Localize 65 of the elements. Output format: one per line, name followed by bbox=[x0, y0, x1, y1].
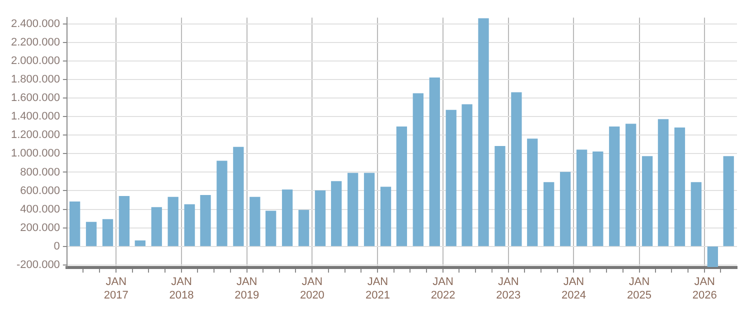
bar bbox=[348, 172, 358, 246]
bar bbox=[462, 104, 472, 246]
bar bbox=[592, 152, 604, 246]
x-tick-label: JAN 2020 bbox=[300, 276, 324, 302]
bar bbox=[298, 210, 310, 246]
bar bbox=[282, 189, 293, 246]
bar bbox=[674, 127, 686, 246]
x-tick-label: JAN 2018 bbox=[169, 276, 194, 302]
bar bbox=[412, 93, 424, 246]
bar bbox=[331, 181, 342, 246]
bar bbox=[216, 160, 228, 246]
bar bbox=[544, 182, 554, 246]
y-tick-label: 800.000 bbox=[20, 166, 60, 178]
bar bbox=[168, 196, 178, 246]
bar bbox=[118, 196, 130, 246]
bar bbox=[380, 186, 392, 246]
bar bbox=[609, 126, 620, 246]
y-tick-label: 0 bbox=[54, 240, 60, 252]
bar bbox=[134, 240, 146, 246]
bar bbox=[690, 182, 702, 246]
bar bbox=[576, 150, 588, 246]
y-tick-label: 1.800.000 bbox=[11, 74, 60, 86]
y-tick-label: 1.600.000 bbox=[11, 92, 60, 104]
bar bbox=[626, 124, 636, 246]
bar bbox=[429, 77, 440, 246]
bar bbox=[102, 219, 114, 246]
y-tick-label: 1.200.000 bbox=[11, 129, 60, 142]
bar bbox=[233, 146, 244, 246]
y-tick-label: 1.000.000 bbox=[11, 148, 60, 160]
x-tick-label: JAN 2019 bbox=[234, 276, 260, 302]
y-tick-label: 2.000.000 bbox=[11, 55, 60, 68]
bar bbox=[86, 222, 97, 246]
bar bbox=[723, 156, 734, 246]
bar bbox=[511, 92, 522, 246]
x-tick-label: JAN 2021 bbox=[365, 276, 390, 302]
bar bbox=[494, 146, 506, 246]
bar bbox=[446, 110, 456, 246]
x-tick-label: JAN 2025 bbox=[627, 276, 652, 302]
y-tick-label: 1.400.000 bbox=[11, 110, 60, 123]
bar bbox=[707, 246, 718, 268]
bar bbox=[364, 172, 375, 246]
bar bbox=[151, 207, 162, 246]
x-tick-label: JAN 2023 bbox=[496, 276, 521, 302]
x-tick-label: JAN 2024 bbox=[561, 276, 586, 302]
bar bbox=[642, 156, 653, 246]
x-tick-label: JAN 2022 bbox=[430, 276, 456, 302]
y-tick-label: 600.000 bbox=[20, 184, 60, 197]
bar bbox=[396, 126, 408, 246]
bar bbox=[200, 195, 211, 246]
y-tick-label: 400.000 bbox=[20, 203, 60, 216]
bar bbox=[266, 210, 276, 246]
bar bbox=[69, 202, 80, 246]
y-tick-label: 200.000 bbox=[20, 222, 60, 234]
bar bbox=[527, 138, 538, 246]
bar bbox=[250, 196, 260, 246]
bar bbox=[478, 18, 489, 246]
x-tick-label: JAN 2026 bbox=[692, 276, 717, 302]
bar bbox=[658, 119, 669, 246]
bar bbox=[184, 204, 195, 246]
x-tick-label: JAN 2017 bbox=[104, 276, 128, 302]
bar bbox=[560, 172, 571, 246]
y-tick-label: 2.400.000 bbox=[11, 18, 60, 30]
y-tick-label: -200.000 bbox=[16, 258, 60, 271]
bar bbox=[314, 190, 326, 246]
y-tick-label: 2.200.000 bbox=[11, 36, 60, 49]
